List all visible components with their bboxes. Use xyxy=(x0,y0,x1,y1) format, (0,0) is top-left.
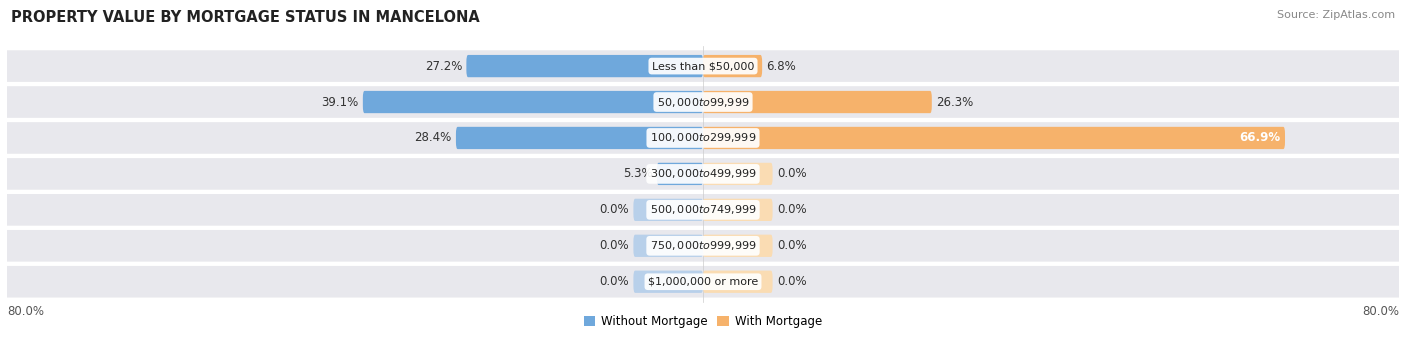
Text: $750,000 to $999,999: $750,000 to $999,999 xyxy=(650,239,756,252)
FancyBboxPatch shape xyxy=(703,127,1285,149)
FancyBboxPatch shape xyxy=(703,55,762,77)
Text: 27.2%: 27.2% xyxy=(425,60,463,73)
FancyBboxPatch shape xyxy=(0,230,1406,262)
Text: $50,000 to $99,999: $50,000 to $99,999 xyxy=(657,95,749,108)
Text: 0.0%: 0.0% xyxy=(778,203,807,216)
Text: 80.0%: 80.0% xyxy=(7,305,44,318)
FancyBboxPatch shape xyxy=(703,199,773,221)
Text: Source: ZipAtlas.com: Source: ZipAtlas.com xyxy=(1277,10,1395,20)
Text: $500,000 to $749,999: $500,000 to $749,999 xyxy=(650,203,756,216)
Legend: Without Mortgage, With Mortgage: Without Mortgage, With Mortgage xyxy=(579,310,827,333)
Text: 0.0%: 0.0% xyxy=(599,203,628,216)
FancyBboxPatch shape xyxy=(0,158,1406,190)
FancyBboxPatch shape xyxy=(633,235,703,257)
Text: 0.0%: 0.0% xyxy=(599,239,628,252)
FancyBboxPatch shape xyxy=(467,55,703,77)
Text: 28.4%: 28.4% xyxy=(415,132,451,145)
Text: PROPERTY VALUE BY MORTGAGE STATUS IN MANCELONA: PROPERTY VALUE BY MORTGAGE STATUS IN MAN… xyxy=(11,10,479,25)
Text: $300,000 to $499,999: $300,000 to $499,999 xyxy=(650,167,756,180)
FancyBboxPatch shape xyxy=(703,91,932,113)
Text: 6.8%: 6.8% xyxy=(766,60,796,73)
FancyBboxPatch shape xyxy=(703,235,773,257)
FancyBboxPatch shape xyxy=(0,194,1406,226)
FancyBboxPatch shape xyxy=(0,86,1406,118)
Text: 66.9%: 66.9% xyxy=(1240,132,1281,145)
Text: $100,000 to $299,999: $100,000 to $299,999 xyxy=(650,132,756,145)
Text: 5.3%: 5.3% xyxy=(623,167,652,180)
Text: 0.0%: 0.0% xyxy=(778,239,807,252)
FancyBboxPatch shape xyxy=(363,91,703,113)
FancyBboxPatch shape xyxy=(0,122,1406,154)
Text: 0.0%: 0.0% xyxy=(778,167,807,180)
Text: 0.0%: 0.0% xyxy=(599,275,628,288)
Text: 26.3%: 26.3% xyxy=(936,95,973,108)
FancyBboxPatch shape xyxy=(703,271,773,293)
FancyBboxPatch shape xyxy=(633,199,703,221)
Text: 0.0%: 0.0% xyxy=(778,275,807,288)
FancyBboxPatch shape xyxy=(456,127,703,149)
FancyBboxPatch shape xyxy=(703,163,773,185)
Text: 39.1%: 39.1% xyxy=(321,95,359,108)
FancyBboxPatch shape xyxy=(633,271,703,293)
FancyBboxPatch shape xyxy=(0,50,1406,82)
Text: 80.0%: 80.0% xyxy=(1362,305,1399,318)
Text: Less than $50,000: Less than $50,000 xyxy=(652,61,754,71)
FancyBboxPatch shape xyxy=(657,163,703,185)
FancyBboxPatch shape xyxy=(0,266,1406,298)
Text: $1,000,000 or more: $1,000,000 or more xyxy=(648,277,758,287)
